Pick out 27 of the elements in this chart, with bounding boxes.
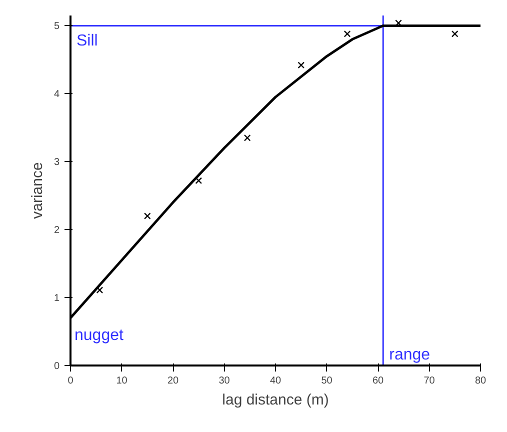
point: [244, 134, 251, 142]
x-tick-label: 0: [68, 376, 74, 386]
y-tick-label: 3: [54, 157, 60, 168]
x-tick-label: 40: [270, 376, 282, 386]
y-tick-label: 4: [54, 89, 60, 100]
x-tick-label: 10: [116, 376, 128, 386]
annotation: nugget: [74, 326, 124, 344]
point: [144, 212, 151, 220]
point: [298, 62, 305, 69]
x-axis-title: lag distance (m): [222, 392, 329, 408]
y-tick-label: 1: [54, 293, 60, 304]
point: [195, 177, 202, 184]
point: [451, 30, 458, 38]
y-tick-label: 2: [54, 225, 60, 236]
x-tick-label: 50: [321, 376, 333, 386]
point: [344, 30, 351, 38]
y-tick-label: 5: [54, 21, 60, 32]
x-tick-label: 60: [372, 376, 384, 386]
x-tick-label: 20: [167, 376, 179, 386]
y-tick-label: 0: [54, 361, 60, 372]
x-tick-label: 70: [424, 376, 436, 386]
x-tick-label: 30: [218, 376, 230, 386]
x-tick-label: 80: [474, 376, 486, 386]
point: [96, 286, 104, 294]
ref-line-label: range: [389, 346, 430, 364]
y-axis-title: variance: [28, 162, 46, 219]
ref-line-label: Sill: [76, 32, 98, 50]
